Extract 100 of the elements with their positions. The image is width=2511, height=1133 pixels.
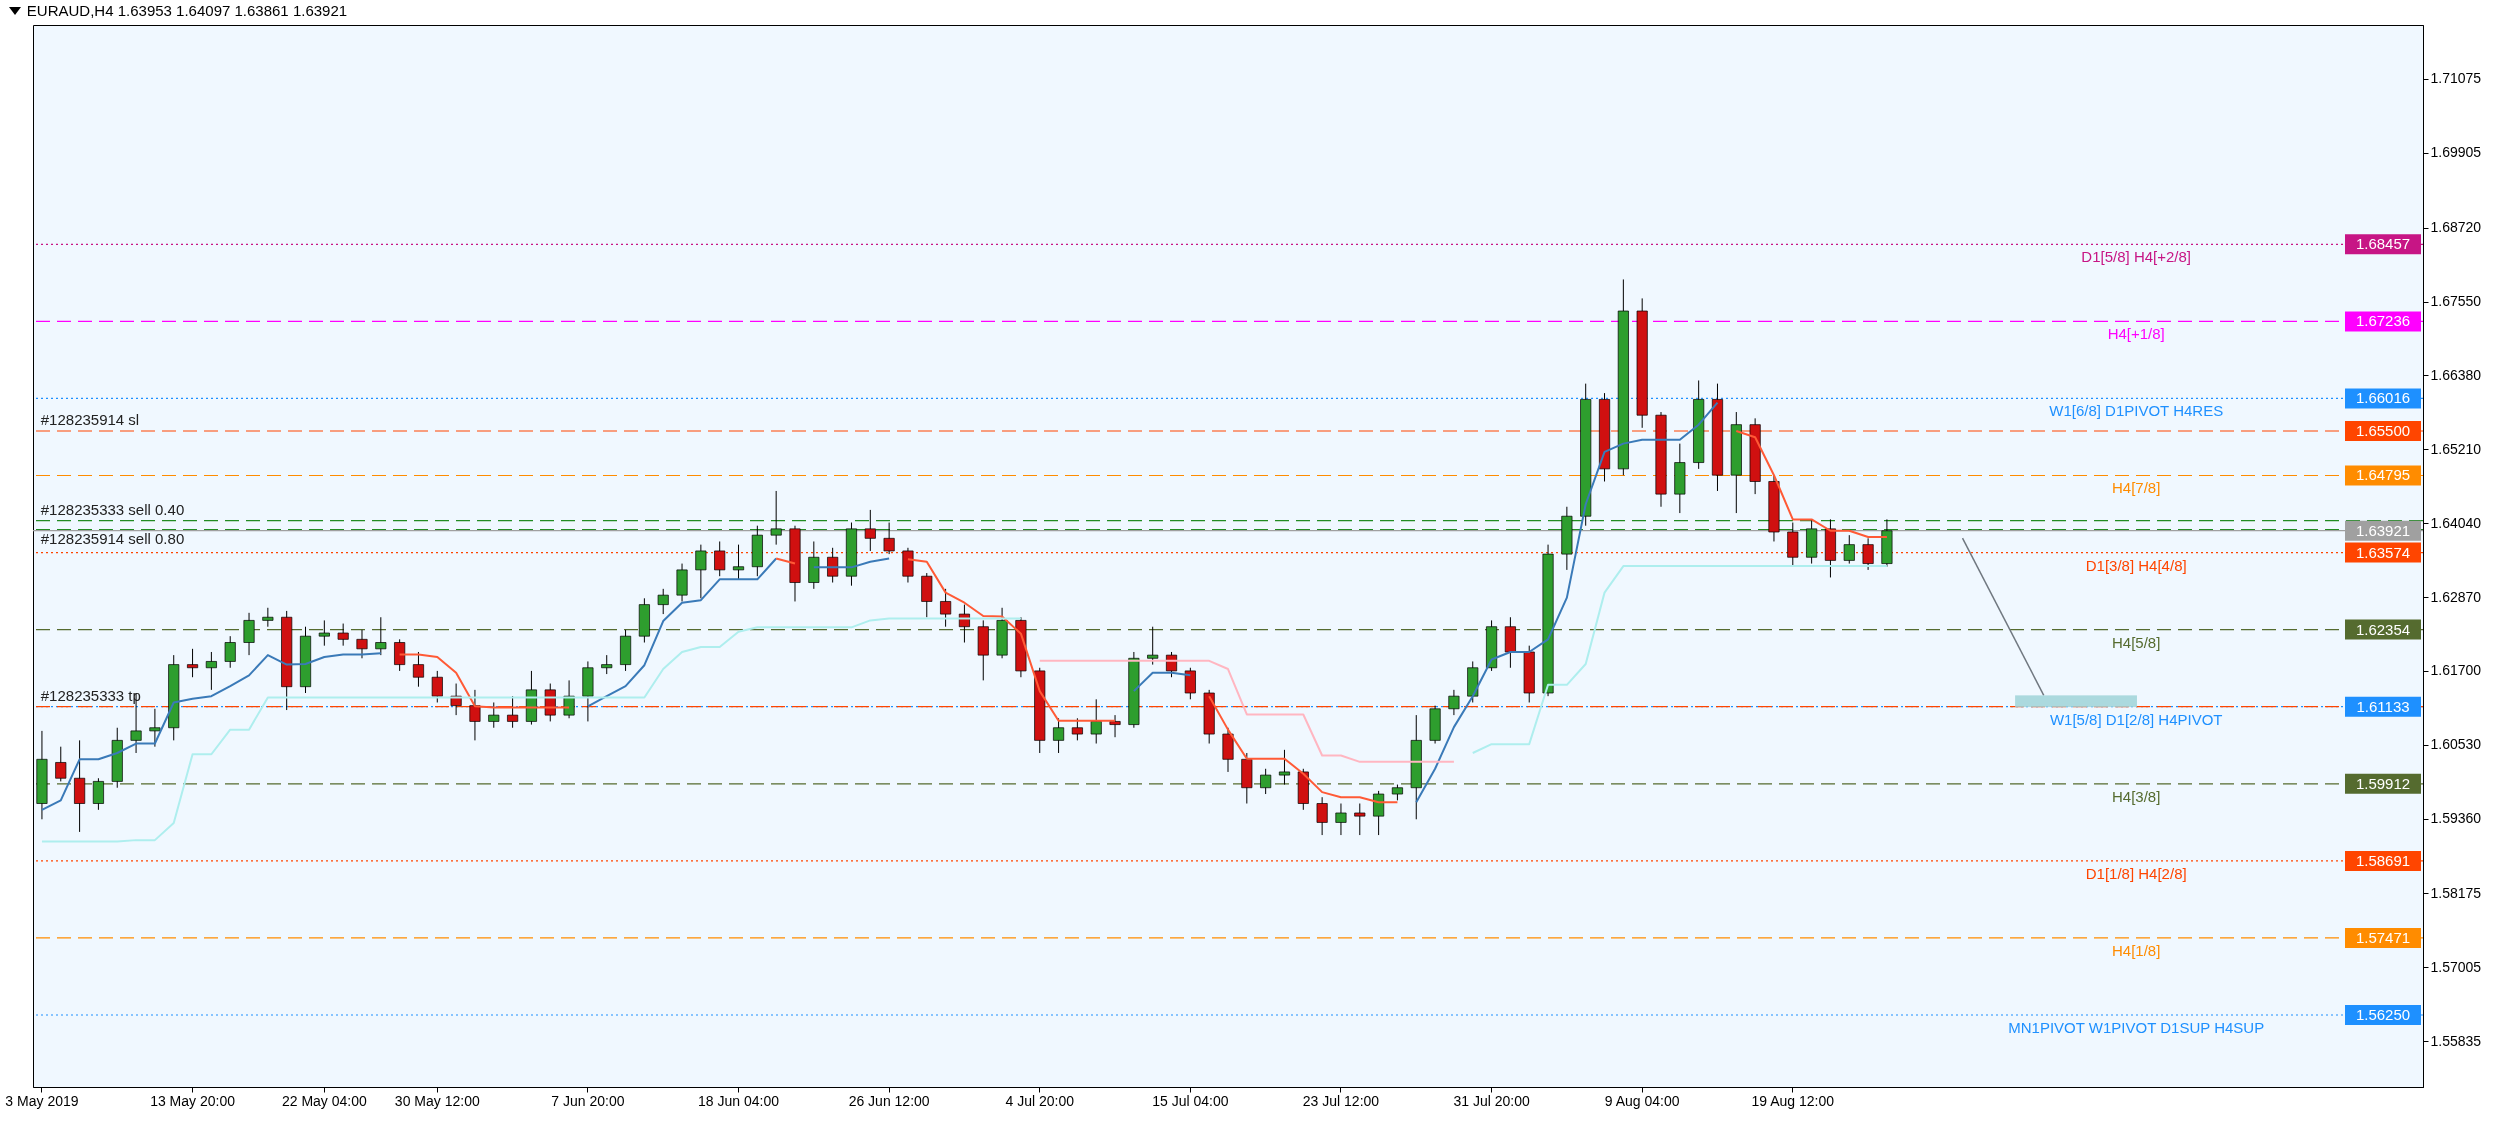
candlestick xyxy=(864,509,876,552)
candlestick xyxy=(770,490,782,546)
candlestick xyxy=(940,588,952,628)
y-tick-label: 1.61700 xyxy=(2430,662,2482,679)
ref-line-label: H4[5/8] xyxy=(2112,633,2161,651)
candlestick xyxy=(488,701,500,729)
ref-line-label: D1[5/8] H4[+2/8] xyxy=(2081,248,2192,266)
candlestick xyxy=(262,607,274,628)
candlestick xyxy=(394,638,406,672)
annotation: 1.56250 xyxy=(2355,1006,2411,1024)
x-tick-label: 19 Aug 12:00 xyxy=(1751,1092,1835,1109)
ref-line-label: H4[+1/8] xyxy=(2107,325,2165,343)
ref-line-label: W1[6/8] D1PIVOT H4RES xyxy=(2049,402,2224,420)
y-tick-label: 1.58175 xyxy=(2430,884,2482,901)
annotation: 1.57471 xyxy=(2355,928,2411,946)
x-tick-label: 26 Jun 12:00 xyxy=(848,1092,930,1109)
candlestick xyxy=(337,623,349,647)
annotation: 1.58691 xyxy=(2355,851,2411,869)
y-tick-label: 1.64040 xyxy=(2430,514,2482,531)
annotation: #128235914 sl xyxy=(40,410,140,428)
candlestick xyxy=(507,695,519,729)
candlestick xyxy=(1260,768,1272,795)
candlestick xyxy=(318,619,330,647)
y-tick-label: 1.62870 xyxy=(2430,588,2482,605)
x-tick-label: 4 Jul 20:00 xyxy=(1005,1092,1075,1109)
candlestick xyxy=(1147,626,1159,666)
candlestick xyxy=(1184,667,1196,700)
ref-line-label: H4[7/8] xyxy=(2112,479,2161,497)
ref-line-label: H4[1/8] xyxy=(2112,941,2161,959)
candlestick xyxy=(431,670,443,703)
candlestick xyxy=(1843,534,1855,565)
x-tick-label: 3 May 2019 xyxy=(5,1092,79,1109)
annotation: 1.68457 xyxy=(2355,235,2411,253)
y-tick-label: 1.71075 xyxy=(2430,70,2482,87)
annotation: 1.64795 xyxy=(2355,466,2411,484)
y-tick-label: 1.67550 xyxy=(2430,293,2482,310)
x-tick-label: 31 Jul 20:00 xyxy=(1453,1092,1530,1109)
annotation: #128235333 sell 0.40 xyxy=(40,500,185,518)
candlestick xyxy=(243,612,255,656)
annotation: #128235914 sell 0.80 xyxy=(40,530,185,548)
candlestick xyxy=(1109,714,1121,738)
candlestick xyxy=(1278,749,1291,786)
y-tick-label: 1.59360 xyxy=(2430,810,2482,827)
candlestick xyxy=(130,692,142,754)
x-tick-label: 9 Aug 04:00 xyxy=(1604,1092,1680,1109)
candlestick xyxy=(1373,790,1385,836)
candlestick xyxy=(149,708,161,748)
candlestick xyxy=(469,689,481,741)
candlestick xyxy=(375,616,387,656)
y-tick-label: 1.60530 xyxy=(2430,736,2482,753)
candlestick xyxy=(1071,717,1083,741)
ref-line-label: W1[5/8] D1[2/8] H4PIVOT xyxy=(2049,710,2223,728)
annotation: 1.63574 xyxy=(2355,543,2411,561)
annotation: 1.66016 xyxy=(2355,389,2411,407)
candlestick xyxy=(1354,803,1366,836)
ref-line-label: D1[1/8] H4[2/8] xyxy=(2085,864,2187,882)
candlestick xyxy=(657,588,669,615)
candlestick xyxy=(601,654,613,675)
candlestick xyxy=(1316,796,1328,836)
candlestick xyxy=(883,522,895,555)
chart-title: EURAUD,H4 1.63953 1.64097 1.63861 1.63921 xyxy=(26,2,348,19)
candlestick xyxy=(205,651,217,691)
ref-line-label: MN1PIVOT W1PIVOT D1SUP H4SUP xyxy=(2008,1019,2265,1037)
x-tick-label: 7 Jun 20:00 xyxy=(551,1092,625,1109)
y-tick-label: 1.66380 xyxy=(2430,366,2482,383)
annotation: 1.59912 xyxy=(2355,774,2411,792)
candlestick xyxy=(1335,803,1347,836)
x-tick-label: 18 Jun 04:00 xyxy=(698,1092,780,1109)
x-tick-label: 23 Jul 12:00 xyxy=(1302,1092,1380,1109)
candlestick xyxy=(714,540,726,577)
candlestick xyxy=(412,651,424,688)
candlestick xyxy=(1090,698,1102,745)
candlestick xyxy=(55,746,67,782)
candlestick xyxy=(187,648,199,678)
ref-line-label: H4[3/8] xyxy=(2112,787,2161,805)
ref-line-label: D1[3/8] H4[4/8] xyxy=(2085,556,2187,574)
y-tick-label: 1.68720 xyxy=(2430,219,2482,236)
x-tick-label: 13 May 20:00 xyxy=(150,1092,236,1109)
y-tick-label: 1.69905 xyxy=(2430,144,2482,161)
annotation: 1.61133 xyxy=(2356,697,2410,715)
y-tick-label: 1.55835 xyxy=(2430,1032,2482,1049)
candlestick xyxy=(827,547,839,584)
candlestick xyxy=(1053,717,1065,754)
candlestick xyxy=(356,629,368,659)
annotation: 1.63921 xyxy=(2355,521,2411,539)
x-tick-label: 30 May 12:00 xyxy=(394,1092,480,1109)
x-tick-label: 15 Jul 04:00 xyxy=(1152,1092,1229,1109)
candlestick xyxy=(1862,537,1874,571)
y-tick-label: 1.57005 xyxy=(2430,958,2482,975)
candlestick xyxy=(732,544,745,580)
annotation: #128235333 tp xyxy=(40,686,141,704)
candlestick xyxy=(92,777,104,811)
y-tick-label: 1.65210 xyxy=(2430,440,2482,457)
candlestick xyxy=(224,635,236,669)
candlestick xyxy=(1448,689,1460,716)
annotation: 1.65500 xyxy=(2355,421,2411,439)
annotation: 1.62354 xyxy=(2355,620,2411,638)
annotation: 1.67236 xyxy=(2355,312,2411,330)
x-tick-label: 22 May 04:00 xyxy=(281,1092,367,1109)
candlestick xyxy=(695,544,707,599)
